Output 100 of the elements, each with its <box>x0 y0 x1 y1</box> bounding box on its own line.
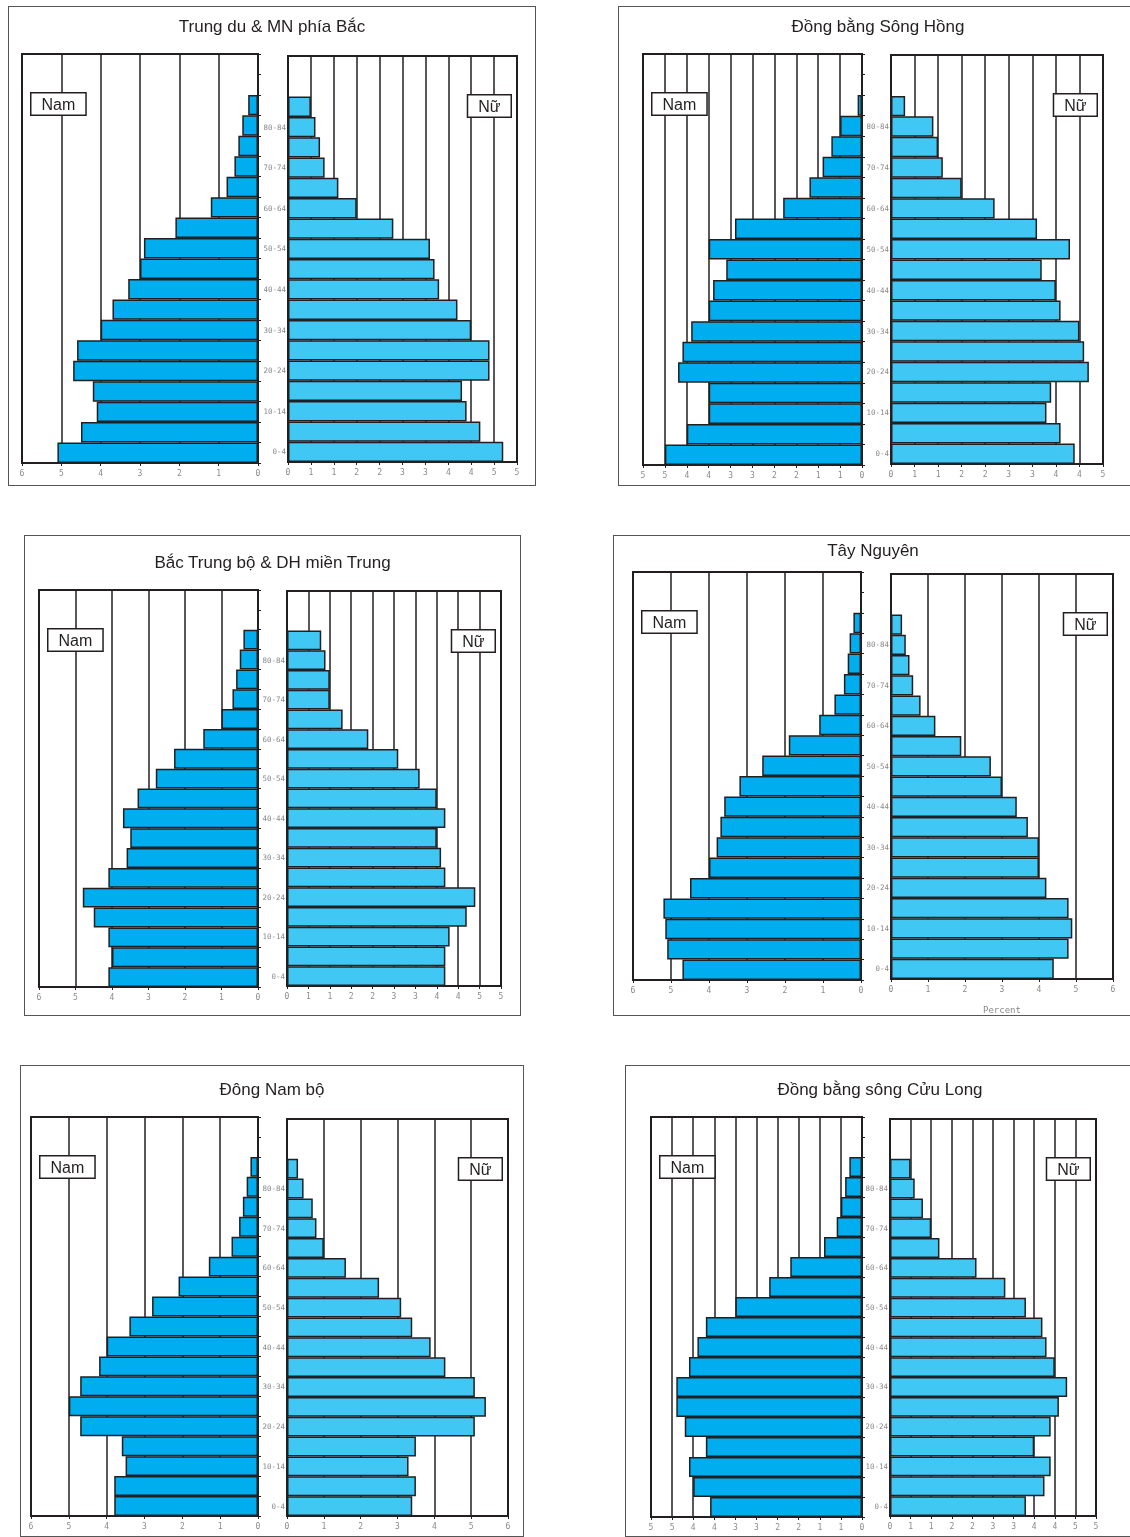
chart-title: Đồng bằng Sông Hồng <box>790 17 966 37</box>
annotation: Nữ <box>1057 1161 1080 1178</box>
x-tick-label: 1 <box>912 469 918 479</box>
x-tick-label: 4 <box>1053 469 1059 479</box>
chart-title: Trung du & MN phía Bắc <box>177 17 367 37</box>
x-tick-label: 4 <box>431 1521 437 1531</box>
x-tick-label: 3 <box>395 1521 401 1531</box>
x-tick-label: 4 <box>104 1521 110 1531</box>
x-tick-label: 3 <box>750 470 756 480</box>
annotation: Nữ <box>1064 97 1087 114</box>
x-tick-label: 5 <box>468 1521 474 1531</box>
annotation: Nam <box>662 96 697 113</box>
x-tick-label: 2 <box>771 470 777 480</box>
x-tick-label: 2 <box>775 1522 781 1532</box>
x-tick-label: 2 <box>348 991 354 1001</box>
x-tick-label: 3 <box>999 984 1005 994</box>
x-tick-label: 1 <box>321 1521 327 1531</box>
x-tick-label: 3 <box>137 468 143 478</box>
annotation: Nam <box>50 1159 85 1176</box>
x-tick-label: 1 <box>219 992 225 1002</box>
x-tick-label: 3 <box>754 1522 760 1532</box>
annotation: Nam <box>41 96 76 113</box>
x-tick-label: 3 <box>744 985 750 995</box>
x-tick-label: 3 <box>728 470 734 480</box>
x-tick-label: 0 <box>858 985 864 995</box>
x-tick-label: 4 <box>1036 984 1042 994</box>
x-tick-label: 5 <box>477 991 483 1001</box>
x-tick-label: 4 <box>455 991 461 1001</box>
x-axis-title: Percent <box>983 1004 1021 1015</box>
x-tick-label: 6 <box>19 468 25 478</box>
x-tick-label: 6 <box>36 992 42 1002</box>
x-tick-label: 5 <box>1100 469 1106 479</box>
x-tick-label: 1 <box>928 1521 934 1531</box>
x-tick-label: 5 <box>498 991 504 1001</box>
x-tick-label: 5 <box>662 470 668 480</box>
x-tick-label: 6 <box>28 1521 34 1531</box>
chart-title: Đông Nam bộ <box>218 1080 326 1100</box>
x-tick-label: 2 <box>782 985 788 995</box>
x-tick-label: 4 <box>690 1522 696 1532</box>
x-tick-label: 5 <box>58 468 64 478</box>
x-tick-label: 4 <box>706 985 712 995</box>
x-tick-label: 5 <box>514 467 520 477</box>
x-tick-label: 1 <box>817 1522 823 1532</box>
x-tick-label: 0 <box>888 984 894 994</box>
x-tick-label: 0 <box>284 991 290 1001</box>
x-tick-label: 5 <box>491 467 497 477</box>
x-tick-label: 2 <box>969 1521 975 1531</box>
annotation: Nữ <box>1074 616 1097 633</box>
x-tick-label: 5 <box>668 985 674 995</box>
x-tick-label: 2 <box>793 470 799 480</box>
annotation: Nam <box>652 614 687 631</box>
chart-title: Đồng bằng sông Cửu Long <box>776 1080 984 1100</box>
x-tick-label: 3 <box>1011 1521 1017 1531</box>
x-tick-label: 2 <box>377 467 383 477</box>
x-tick-label: 5 <box>1072 1521 1078 1531</box>
x-tick-label: 0 <box>859 470 865 480</box>
annotation: Nữ <box>462 633 485 650</box>
x-tick-label: 1 <box>925 984 931 994</box>
x-tick-label: 5 <box>669 1522 675 1532</box>
annotation: Nam <box>58 632 93 649</box>
x-tick-label: 0 <box>255 992 261 1002</box>
x-tick-label: 2 <box>179 1521 185 1531</box>
x-tick-label: 1 <box>815 470 821 480</box>
x-tick-label: 4 <box>706 470 712 480</box>
x-tick-label: 2 <box>370 991 376 1001</box>
x-tick-label: 1 <box>308 467 314 477</box>
x-tick-label: 4 <box>98 468 104 478</box>
annotation: Nữ <box>469 1161 492 1178</box>
x-tick-label: 3 <box>990 1521 996 1531</box>
x-tick-label: 1 <box>837 470 843 480</box>
x-tick-label: 3 <box>146 992 152 1002</box>
x-tick-label: 2 <box>959 469 965 479</box>
x-tick-label: 3 <box>391 991 397 1001</box>
x-tick-label: 3 <box>1006 469 1012 479</box>
x-tick-label: 4 <box>109 992 115 1002</box>
annotation: Nam <box>670 1159 705 1176</box>
x-tick-label: 3 <box>1029 469 1035 479</box>
x-tick-label: 2 <box>176 468 182 478</box>
x-tick-label: 2 <box>962 984 968 994</box>
x-tick-label: 0 <box>285 467 291 477</box>
x-tick-label: 1 <box>820 985 826 995</box>
x-tick-label: 6 <box>630 985 636 995</box>
x-tick-label: 0 <box>284 1521 290 1531</box>
x-tick-label: 5 <box>640 470 646 480</box>
x-tick-label: 2 <box>796 1522 802 1532</box>
x-tick-label: 5 <box>73 992 79 1002</box>
x-tick-label: 4 <box>445 467 451 477</box>
x-tick-label: 2 <box>949 1521 955 1531</box>
x-tick-label: 0 <box>255 1521 261 1531</box>
x-tick-label: 1 <box>305 991 311 1001</box>
x-tick-label: 0 <box>888 469 894 479</box>
x-tick-label: 1 <box>327 991 333 1001</box>
x-tick-label: 1 <box>217 1521 223 1531</box>
chart-title: Tây Nguyên <box>826 541 920 561</box>
x-tick-label: 5 <box>648 1522 654 1532</box>
x-tick-label: 1 <box>331 467 337 477</box>
x-tick-label: 0 <box>859 1522 865 1532</box>
x-tick-label: 1 <box>216 468 222 478</box>
x-tick-label: 3 <box>412 991 418 1001</box>
x-tick-label: 4 <box>1077 469 1083 479</box>
